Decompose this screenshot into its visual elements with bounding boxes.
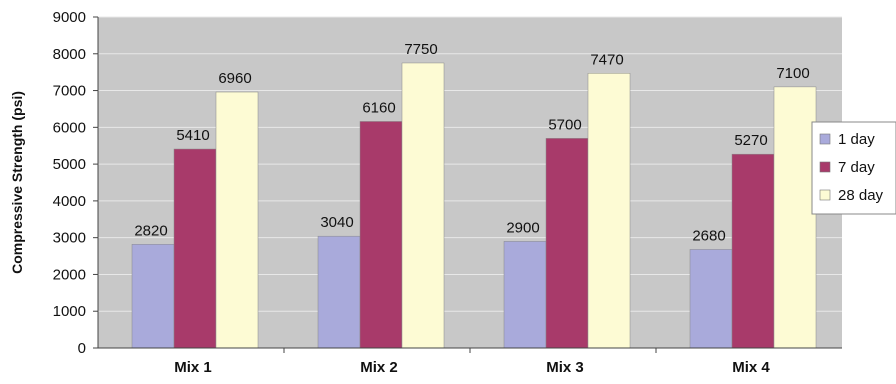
legend: 1 day 7 day 28 day [812,122,896,214]
y-tick-label: 3000 [53,230,86,247]
y-tick-label: 7000 [53,83,86,100]
bar-1-day-mix-3 [504,241,546,348]
y-tick-label: 1000 [53,303,86,320]
x-tick-label: Mix 1 [174,359,212,376]
y-tick-label: 0 [78,340,86,357]
y-tick-label: 9000 [53,9,86,26]
x-axis-ticks: Mix 1 Mix 2 Mix 3 Mix 4 [174,348,770,376]
y-tick-label: 6000 [53,119,86,136]
data-label: 2820 [134,222,167,239]
x-tick-label: Mix 3 [546,359,584,376]
data-label: 5270 [734,132,767,149]
y-tick-label: 5000 [53,156,86,173]
bar-28-day-mix-2 [402,63,444,348]
bar-28-day-mix-1 [216,92,258,348]
legend-swatch [820,190,830,200]
bar-28-day-mix-3 [588,73,630,348]
y-axis-label: Compressive Strength (psi) [9,91,25,274]
data-label: 6160 [362,99,395,116]
y-axis-ticks: 0 1000 2000 3000 4000 5000 6000 7000 8000 9000 [53,9,98,357]
data-label: 5700 [548,116,581,133]
x-tick-label: Mix 4 [732,359,770,376]
legend-swatch [820,162,830,172]
data-label: 3040 [320,214,353,231]
legend-label: 1 day [838,131,875,148]
data-label: 7100 [776,65,809,82]
bar-7-day-mix-4 [732,154,774,348]
data-label: 7470 [590,51,623,68]
y-tick-label: 4000 [53,193,86,210]
data-label: 6960 [218,70,251,87]
bar-7-day-mix-3 [546,138,588,348]
y-tick-label: 8000 [53,46,86,63]
bar-7-day-mix-1 [174,149,216,348]
bar-1-day-mix-1 [132,244,174,348]
bar-7-day-mix-2 [360,121,402,348]
bar-28-day-mix-4 [774,87,816,348]
data-label: 2900 [506,219,539,236]
bar-1-day-mix-2 [318,236,360,348]
legend-label: 28 day [838,187,884,204]
y-tick-label: 2000 [53,266,86,283]
x-tick-label: Mix 2 [360,359,398,376]
bar-1-day-mix-4 [690,249,732,348]
data-label: 5410 [176,127,209,144]
legend-label: 7 day [838,159,875,176]
data-label: 7750 [404,41,437,58]
data-label: 2680 [692,227,725,244]
legend-swatch [820,134,830,144]
